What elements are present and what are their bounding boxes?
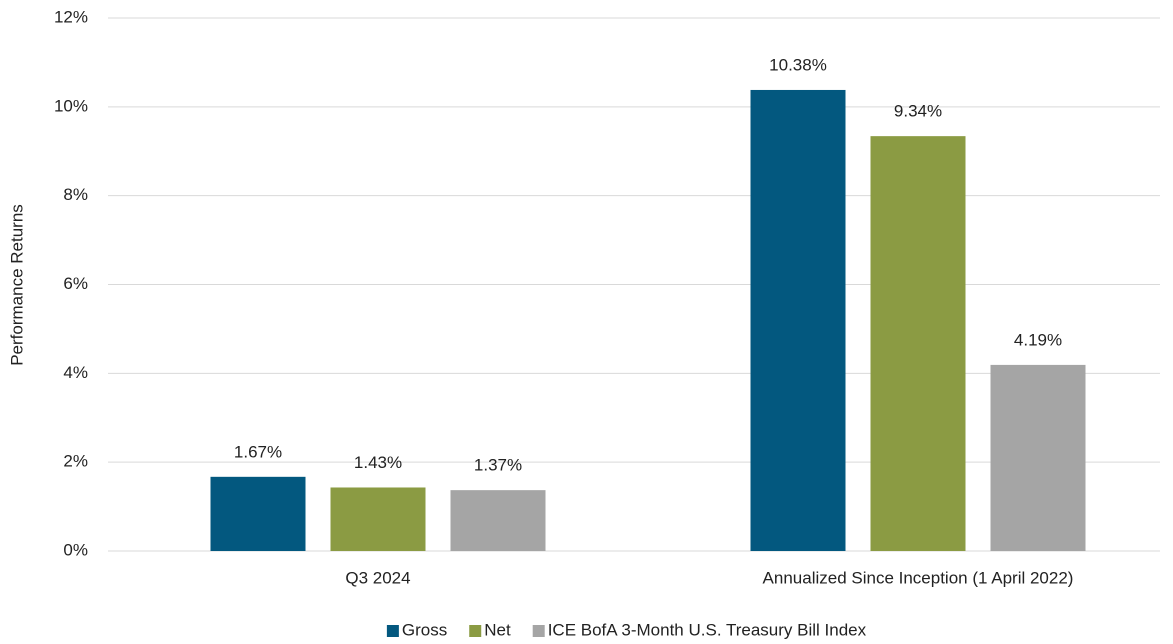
bar [330, 487, 426, 551]
legend-label: Gross [402, 620, 447, 639]
x-tick-label: Annualized Since Inception (1 April 2022… [763, 568, 1074, 587]
y-tick-label: 2% [63, 452, 88, 471]
data-label: 4.19% [1014, 330, 1062, 349]
y-tick-label: 6% [63, 274, 88, 293]
bar [750, 89, 846, 551]
bar [990, 364, 1086, 551]
y-tick-label: 12% [54, 7, 88, 26]
bar [870, 136, 966, 552]
y-tick-label: 0% [63, 540, 88, 559]
y-tick-label: 10% [54, 96, 88, 115]
y-axis-label: Performance Returns [7, 204, 26, 366]
legend-swatch [532, 625, 545, 637]
data-label: 10.38% [769, 55, 827, 74]
data-label: 1.37% [474, 456, 522, 475]
bar [450, 490, 546, 551]
legend-swatch [469, 625, 482, 637]
bar [210, 476, 306, 551]
legend-swatch [386, 625, 399, 637]
x-tick-label: Q3 2024 [345, 568, 410, 587]
data-label: 1.67% [234, 442, 282, 461]
y-tick-label: 8% [63, 185, 88, 204]
legend-label: Net [484, 620, 511, 639]
data-label: 9.34% [894, 102, 942, 121]
data-label: 1.43% [354, 453, 402, 472]
y-tick-label: 4% [63, 363, 88, 382]
legend-label: ICE BofA 3-Month U.S. Treasury Bill Inde… [548, 620, 867, 639]
